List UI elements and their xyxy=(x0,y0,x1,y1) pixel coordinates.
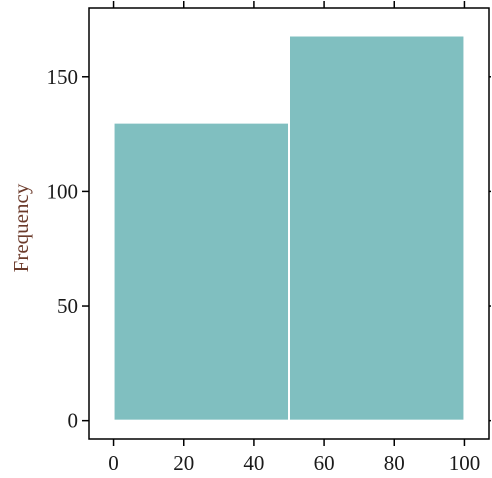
y-tick-label: 100 xyxy=(47,179,79,203)
x-tick-label: 100 xyxy=(449,451,481,475)
histogram-bar-2 xyxy=(288,34,466,422)
y-axis-title: Frequency xyxy=(9,183,33,272)
y-tick-label: 0 xyxy=(68,409,79,433)
x-tick-label: 0 xyxy=(108,451,119,475)
x-axis: 0 20 40 60 80 100 xyxy=(108,1,480,475)
x-tick-label: 40 xyxy=(243,451,264,475)
bars-group xyxy=(112,34,466,422)
x-tick-label: 60 xyxy=(314,451,335,475)
plot-frame xyxy=(88,7,490,440)
x-tick-label: 80 xyxy=(384,451,405,475)
y-axis: 0 50 100 150 xyxy=(47,65,491,433)
y-tick-label: 150 xyxy=(47,65,79,89)
x-tick-label: 20 xyxy=(173,451,194,475)
y-tick-label: 50 xyxy=(57,294,78,318)
histogram-bar-1 xyxy=(112,121,290,422)
